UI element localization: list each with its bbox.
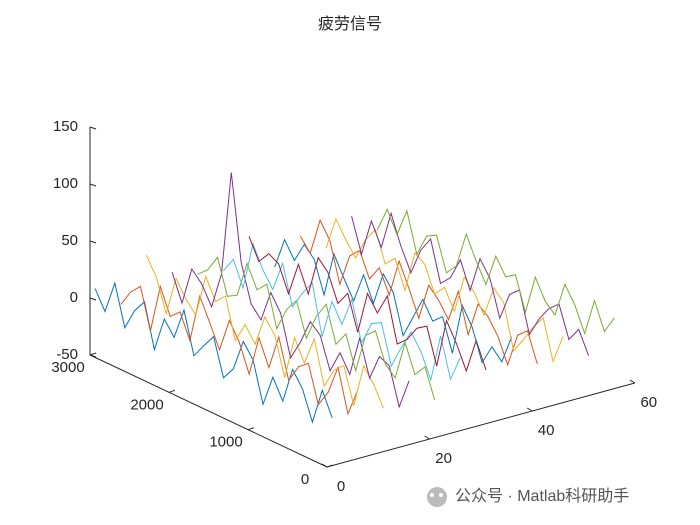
x-tick-label: 40 [538, 422, 555, 439]
signal-line [197, 256, 436, 401]
x-tick [629, 379, 636, 384]
z-tick-label: 0 [70, 289, 78, 306]
signal-line [274, 238, 513, 364]
watermark-icon-eye [430, 493, 434, 497]
x-tick-label: 0 [337, 478, 345, 495]
signal-line [145, 254, 384, 409]
x-tick [321, 463, 328, 468]
signal-line [325, 217, 564, 364]
y-tick [326, 464, 334, 468]
chart-title: 疲劳信号 [318, 15, 382, 33]
z-tick-label: -50 [56, 346, 78, 363]
z-tick-label: 150 [53, 118, 78, 135]
z-tick [89, 126, 97, 130]
signal-line [351, 211, 590, 356]
y-tick [247, 427, 255, 431]
y-tick-label: 1000 [209, 434, 242, 451]
signal-line [223, 241, 461, 382]
signal-line [376, 208, 615, 336]
x-tick-label: 20 [435, 450, 452, 467]
y-tick-label: 3000 [51, 359, 84, 376]
y-tick [168, 389, 176, 393]
z-tick [89, 297, 97, 301]
signal-line [120, 284, 359, 416]
x-tick-label: 60 [640, 394, 657, 411]
z-tick-label: 50 [61, 232, 78, 249]
z-tick-label: 100 [53, 175, 78, 192]
y-tick-label: 0 [301, 471, 309, 488]
z-tick [89, 354, 97, 358]
watermark-group: 公众号 · Matlab科研助手 [427, 487, 629, 507]
watermark-icon-eye [439, 493, 443, 497]
z-tick [89, 240, 97, 244]
y-tick [89, 352, 97, 356]
signal-line [248, 236, 487, 373]
x-tick [526, 407, 533, 412]
x-tick [424, 435, 430, 440]
y-tick-label: 2000 [130, 396, 163, 413]
x-axis [326, 382, 635, 468]
signal-line [299, 218, 538, 367]
watermark-icon [427, 487, 447, 507]
watermark: 公众号 · Matlab科研助手 [455, 487, 629, 505]
z-tick [89, 183, 97, 187]
y-axis [89, 354, 328, 468]
signal-line [94, 281, 333, 424]
signal-line [171, 172, 410, 409]
